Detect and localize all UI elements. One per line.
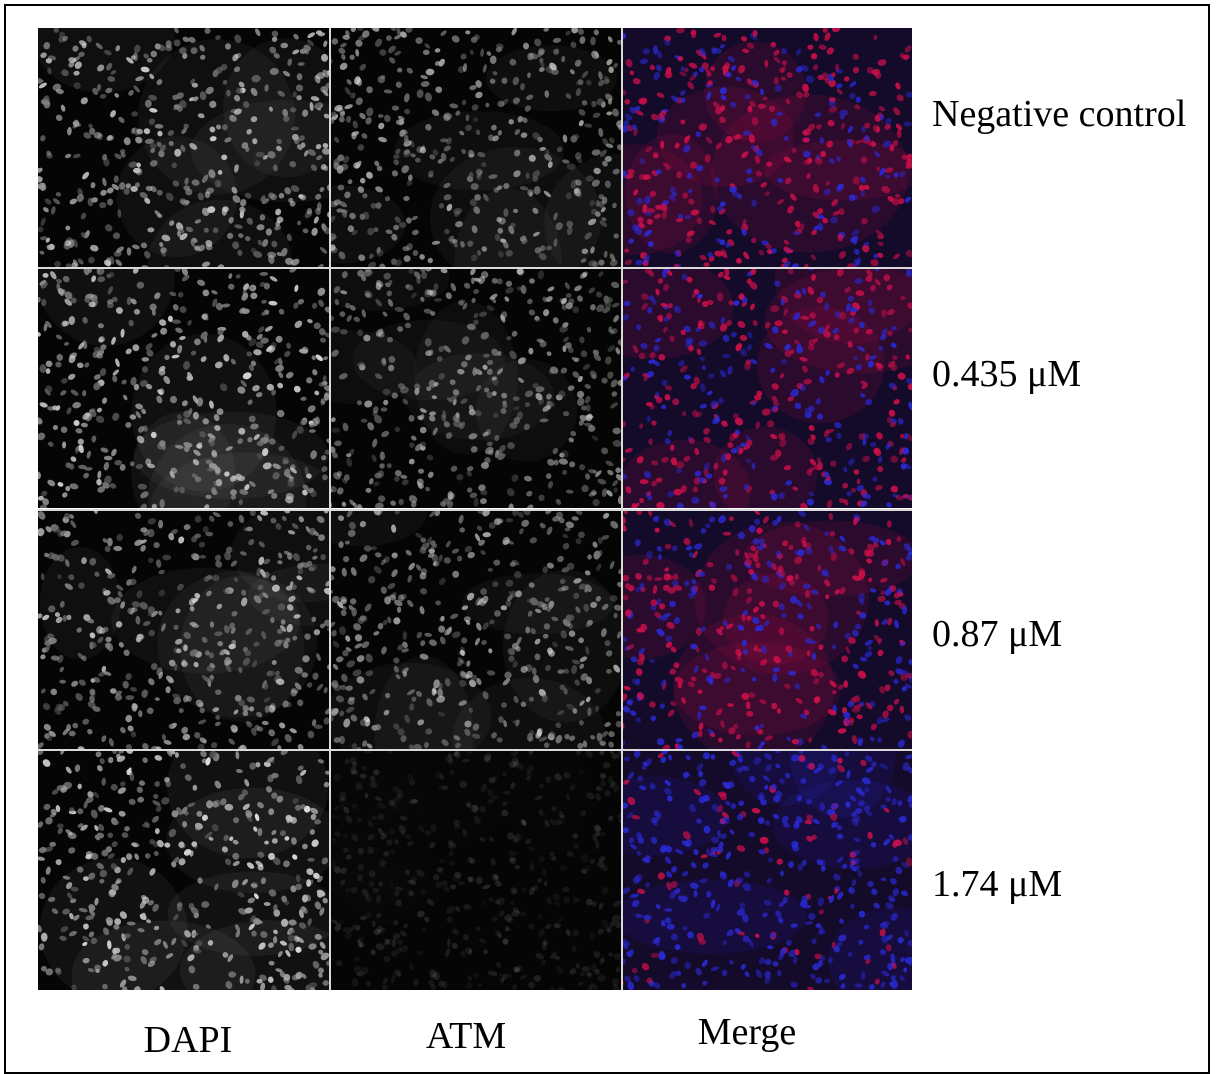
column-label-dapi: DAPI	[118, 1018, 258, 1062]
micrograph-atm-row-3	[330, 510, 622, 750]
row-label-1-74-um: 1.74 μM	[932, 862, 1062, 906]
micrograph-merge-row-1	[622, 28, 912, 268]
micrograph-atm-row-4	[330, 750, 622, 990]
micrograph-dapi-row-4	[38, 750, 330, 990]
micrograph-atm-row-1	[330, 28, 622, 268]
micrograph-merge-row-2	[622, 268, 912, 508]
grid-divider-horizontal	[38, 509, 912, 511]
micrograph-merge-row-3	[622, 510, 912, 750]
row-label-0-87-um: 0.87 μM	[932, 612, 1062, 656]
column-label-merge: Merge	[672, 1010, 822, 1054]
micrograph-dapi-row-1	[38, 28, 330, 268]
row-label-0-435-um: 0.435 μM	[932, 352, 1081, 396]
micrograph-atm-row-2	[330, 268, 622, 508]
column-label-atm: ATM	[396, 1014, 536, 1058]
micrograph-merge-row-4	[622, 750, 912, 990]
micrograph-dapi-row-2	[38, 268, 330, 508]
grid-divider-horizontal	[38, 749, 912, 751]
row-label-negative-control: Negative control	[932, 92, 1186, 136]
micrograph-dapi-row-3	[38, 510, 330, 750]
grid-divider-horizontal	[38, 267, 912, 269]
